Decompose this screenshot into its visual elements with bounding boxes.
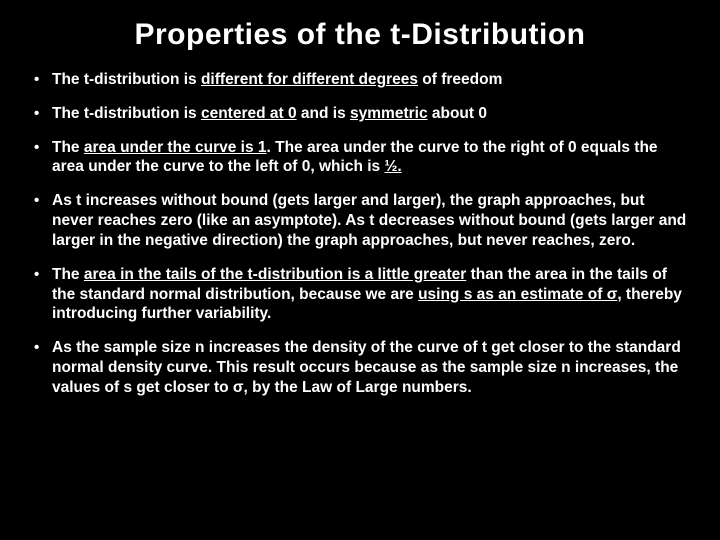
bullet-list: The t-distribution is different for diff… [30,70,690,398]
body-text: The t-distribution is [52,71,201,88]
bullet-item: The t-distribution is different for diff… [30,70,690,90]
body-text: The [52,139,84,156]
bullet-item: The area in the tails of the t-distribut… [30,265,690,324]
body-text: and is [297,105,350,122]
underlined-text: different for different degrees [201,71,418,88]
body-text: about 0 [428,105,487,122]
underlined-text: area in the tails of the t-distribution … [84,266,466,283]
bullet-item: The area under the curve is 1. The area … [30,138,690,178]
body-text: As the sample size n increases the densi… [52,339,681,396]
underlined-text: using s as an estimate of σ [418,286,617,303]
slide-title: Properties of the t-Distribution [30,18,690,52]
bullet-item: As the sample size n increases the densi… [30,338,690,397]
body-text: The t-distribution is [52,105,201,122]
bullet-item: As t increases without bound (gets large… [30,191,690,250]
bullet-item: The t-distribution is centered at 0 and … [30,104,690,124]
underlined-text: area under the curve is 1 [84,139,267,156]
underlined-text: centered at 0 [201,105,297,122]
body-text: The [52,266,84,283]
body-text: of freedom [418,71,502,88]
underlined-text: ½. [384,158,401,175]
underlined-text: symmetric [350,105,428,122]
body-text: As t increases without bound (gets large… [52,192,686,249]
